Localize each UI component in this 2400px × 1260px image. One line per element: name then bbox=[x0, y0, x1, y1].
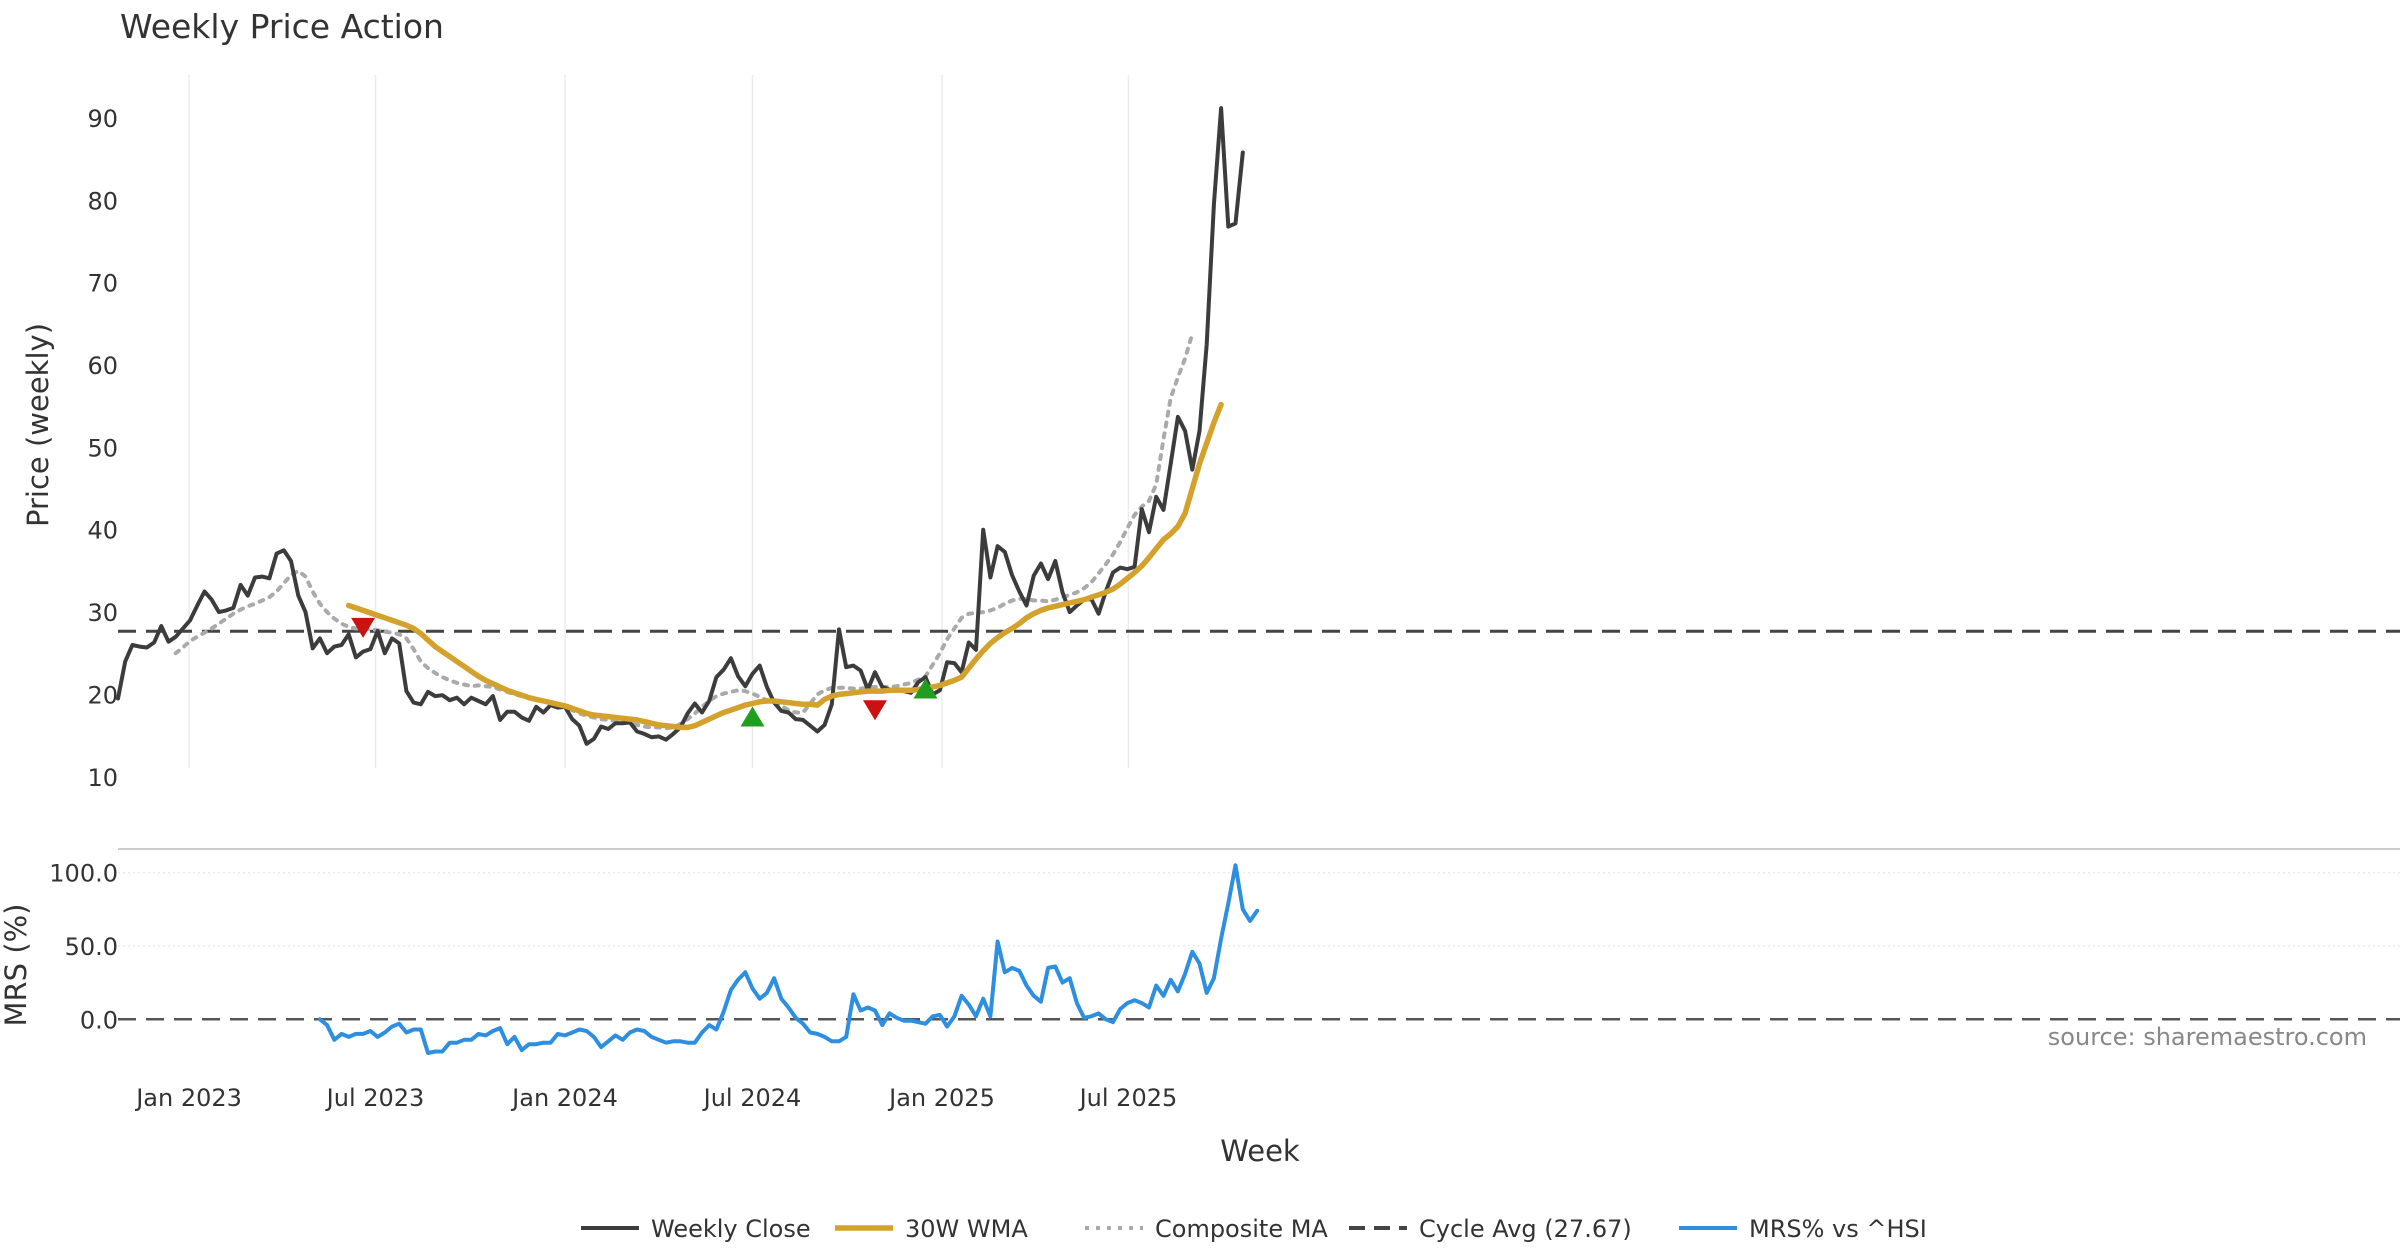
legend-label: MRS% vs ^HSI bbox=[1749, 1215, 1927, 1243]
wma-30w-line bbox=[345, 401, 1224, 731]
legend-label: Weekly Close bbox=[651, 1215, 811, 1243]
buy-signal-marker bbox=[740, 706, 765, 727]
series-layer bbox=[116, 106, 1260, 1055]
sell-signal-marker bbox=[351, 617, 376, 638]
chart-title: Weekly Price Action bbox=[120, 7, 444, 46]
x-tick-label: Jan 2023 bbox=[134, 1084, 242, 1112]
price-y-tick-label: 30 bbox=[87, 599, 118, 627]
price-y-tick-label: 10 bbox=[87, 764, 118, 792]
price-y-tick-label: 90 bbox=[87, 105, 118, 133]
price-y-tick-label: 70 bbox=[87, 270, 118, 298]
x-tick-label: Jul 2025 bbox=[1078, 1084, 1178, 1112]
legend: Weekly Close 30W WMA Composite MA Cycle Avg… bbox=[581, 1215, 1927, 1243]
x-axis-title: Week bbox=[1220, 1134, 1300, 1168]
price-axis-title: Price (weekly) bbox=[21, 323, 55, 527]
mrs-y-tick-label: 50.0 bbox=[65, 933, 118, 961]
signal-markers bbox=[351, 617, 938, 727]
mrs-y-tick-label: 100.0 bbox=[49, 860, 118, 888]
x-tick-label: Jan 2024 bbox=[510, 1084, 618, 1112]
x-tick-label: Jul 2024 bbox=[702, 1084, 802, 1112]
legend-label: Cycle Avg (27.67) bbox=[1419, 1215, 1632, 1243]
grid-layer bbox=[118, 75, 2400, 947]
mrs-axis-title: MRS (%) bbox=[0, 904, 33, 1027]
source-label: source: sharemaestro.com bbox=[2048, 1023, 2367, 1051]
legend-label: Composite MA bbox=[1155, 1215, 1328, 1243]
legend-item-mrs: MRS% vs ^HSI bbox=[1679, 1215, 1927, 1243]
price-y-tick-label: 60 bbox=[87, 352, 118, 380]
composite-ma-line bbox=[173, 331, 1195, 731]
legend-item-weekly_close: Weekly Close bbox=[581, 1215, 811, 1243]
x-tick-label: Jan 2025 bbox=[887, 1084, 995, 1112]
weekly-close-line bbox=[116, 106, 1245, 746]
price-y-tick-label: 50 bbox=[87, 434, 118, 462]
reference-lines bbox=[118, 629, 2400, 1021]
mrs-y-tick-label: 0.0 bbox=[80, 1006, 118, 1034]
tick-labels: Jan 2023 Jul 2023 Jan 2024 Jul 2024 Jan 2025… bbox=[49, 105, 1177, 1112]
price-y-tick-label: 40 bbox=[87, 517, 118, 545]
legend-item-composite_ma: Composite MA bbox=[1085, 1215, 1328, 1243]
mrs-line bbox=[317, 863, 1260, 1055]
price-y-tick-label: 20 bbox=[87, 681, 118, 709]
sell-signal-marker bbox=[863, 700, 887, 721]
legend-item-wma_30w: 30W WMA bbox=[835, 1215, 1028, 1243]
legend-label: 30W WMA bbox=[905, 1215, 1028, 1243]
legend-item-cycle_avg: Cycle Avg (27.67) bbox=[1349, 1215, 1632, 1243]
x-tick-label: Jul 2023 bbox=[325, 1084, 425, 1112]
buy-signal-marker bbox=[913, 678, 938, 699]
price-y-tick-label: 80 bbox=[87, 187, 118, 215]
